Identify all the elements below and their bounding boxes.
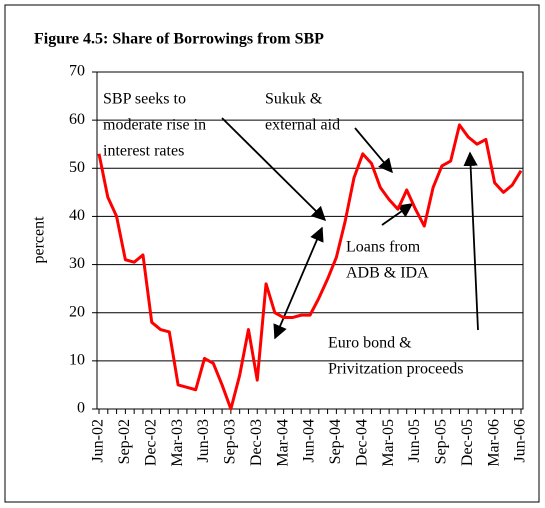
y-tick-label: 70 <box>69 63 85 80</box>
y-tick-label: 20 <box>69 303 85 320</box>
x-tick-label: Sep-04 <box>327 419 344 464</box>
y-tick-label: 10 <box>69 352 85 369</box>
x-tick-label: Mar-05 <box>380 419 397 467</box>
x-tick-label: Mar-06 <box>485 419 502 467</box>
x-tick-label: Jun-02 <box>90 419 107 463</box>
x-tick-label: Jun-04 <box>301 419 318 463</box>
y-tick-label: 50 <box>69 159 85 176</box>
y-tick-label: 60 <box>69 111 85 128</box>
x-tick-label: Dec-05 <box>459 419 476 466</box>
x-tick-label: Sep-05 <box>433 419 450 464</box>
data-line <box>97 123 523 411</box>
annotation: Sukuk & <box>265 91 323 108</box>
annotation: ADB & IDA <box>346 265 429 282</box>
y-tick-label: 0 <box>77 400 85 417</box>
x-tick-label: Jun-05 <box>406 419 423 463</box>
x-tick-label: Jun-03 <box>195 419 212 463</box>
x-tick-label: Sep-03 <box>222 419 239 464</box>
annotation: external aid <box>265 117 340 134</box>
x-tick-label: Dec-02 <box>142 419 159 466</box>
annotation: Euro bond & <box>328 335 412 352</box>
x-tick-label: Jun-06 <box>512 419 529 463</box>
annotation: SBP seeks to <box>103 91 186 108</box>
annotation: Loans from <box>346 239 421 256</box>
x-tick-label: Sep-02 <box>116 419 133 464</box>
annotation: moderate rise in <box>103 117 206 134</box>
annotation-arrows <box>221 117 479 340</box>
chart-title: Figure 4.5: Share of Borrowings from SBP <box>34 31 324 48</box>
y-tick-label: 30 <box>69 255 85 272</box>
x-tick-label: Dec-03 <box>248 419 265 466</box>
x-tick-label: Dec-04 <box>353 419 370 466</box>
annotation: interest rates <box>103 143 184 160</box>
annotation: Privitzation proceeds <box>328 361 464 378</box>
x-tick-label: Mar-04 <box>274 419 291 467</box>
frame <box>4 4 540 503</box>
y-axis-label: percent <box>31 216 48 264</box>
x-tick-label: Mar-03 <box>169 419 186 467</box>
y-tick-label: 40 <box>69 207 85 224</box>
